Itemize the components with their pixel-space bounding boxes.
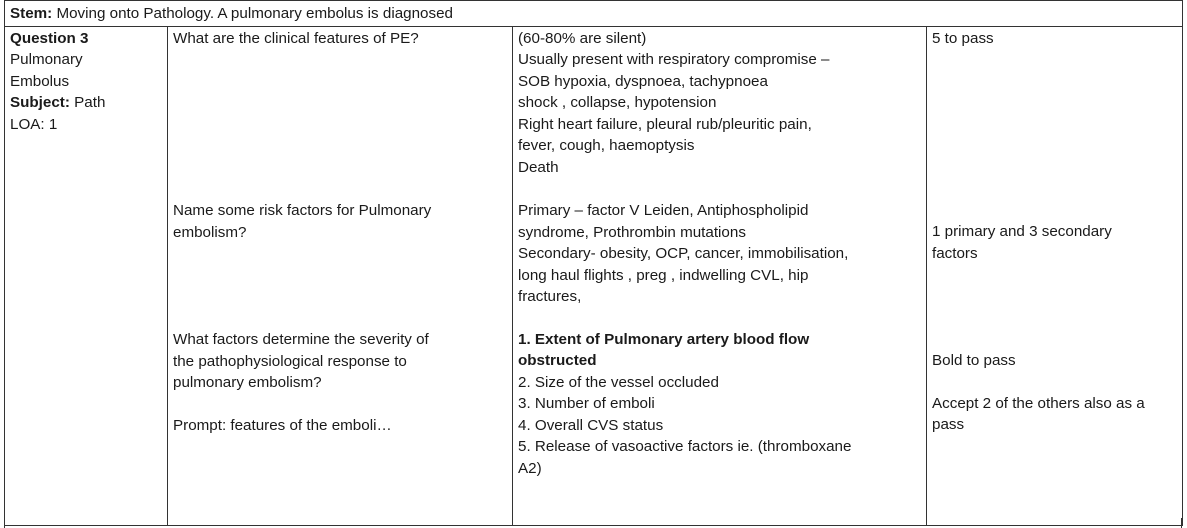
q3-question: What factors determine the severity of t…: [173, 329, 507, 394]
stem-cell: Stem: Moving onto Pathology. A pulmonary…: [3, 0, 1184, 27]
q2-answer-line-1: Primary – factor V Leiden, Antiphospholi…: [518, 202, 809, 219]
exam-table: Stem: Moving onto Pathology. A pulmonary…: [3, 0, 1184, 526]
q2-question-line-2: embolism?: [173, 223, 247, 241]
q1-answer-line-7: Death: [518, 158, 559, 176]
q1-pass: 5 to pass: [932, 29, 994, 47]
q3-answer-line-6: A2): [518, 459, 542, 477]
meta-cell: Question 3 Pulmonary Embolus Subject: Pa…: [4, 25, 168, 526]
q1-question: What are the clinical features of PE?: [173, 29, 419, 47]
q1-answer: (60-80% are silent) Usually present with…: [518, 28, 921, 179]
q3-answer-bold-line-2: obstructed: [518, 352, 597, 369]
pass-criteria-cell: 5 to pass 1 primary and 3 secondary fact…: [925, 25, 1184, 526]
q3-answer-line-4: 4. Overall CVS status: [518, 416, 664, 434]
q2-answer-line-5: fractures,: [518, 288, 582, 305]
q3-answer-line-2: 2. Size of the vessel occluded: [518, 373, 719, 391]
stem-text: Moving onto Pathology. A pulmonary embol…: [56, 5, 453, 22]
q2-answer-line-2: syndrome, Prothrombin mutations: [518, 223, 746, 241]
next-row-edge: [4, 518, 1182, 528]
q2-answer: Primary – factor V Leiden, Antiphospholi…: [518, 200, 921, 308]
q3-answer-line-5: 5. Release of vasoactive factors ie. (th…: [518, 438, 852, 455]
question-number: Question 3: [10, 29, 89, 47]
topic-line-2: Embolus: [10, 72, 70, 90]
q3-pass-line-3: pass: [932, 416, 965, 433]
q3-question-line-1: What factors determine the severity of: [173, 331, 429, 348]
q3-pass-2: Accept 2 of the others also as a pass: [932, 393, 1177, 436]
q3-question-line-3: pulmonary embolism?: [173, 374, 322, 391]
q1-answer-line-6: fever, cough, haemoptysis: [518, 137, 695, 154]
q3-answer: 1. Extent of Pulmonary artery blood flow…: [518, 329, 921, 480]
q3-pass-line-2: Accept 2 of the others also as a: [932, 394, 1145, 412]
q2-pass-line-1: 1 primary and 3 secondary: [932, 223, 1112, 240]
q3-prompt: Prompt: features of the emboli…: [173, 416, 392, 434]
subject-label: Subject:: [10, 94, 70, 111]
q3-answer-bold-line-1: 1. Extent of Pulmonary artery blood flow: [518, 330, 810, 348]
q3-pass-line-1: Bold to pass: [932, 352, 1016, 369]
q1-answer-line-3: SOB hypoxia, dyspnoea, tachypnoea: [518, 72, 768, 90]
topic-line-1: Pulmonary: [10, 51, 83, 68]
stem-label: Stem:: [10, 5, 53, 22]
stem-row: Stem: Moving onto Pathology. A pulmonary…: [3, 0, 1184, 27]
q2-question-line-1: Name some risk factors for Pulmonary: [173, 202, 432, 219]
question-row: Question 3 Pulmonary Embolus Subject: Pa…: [4, 25, 1184, 526]
q2-pass: 1 primary and 3 secondary factors: [932, 221, 1177, 264]
q2-pass-line-2: factors: [932, 244, 978, 262]
subject: Subject: Path: [10, 92, 162, 114]
questions-cell: What are the clinical features of PE? Na…: [167, 25, 513, 526]
subject-value: Path: [74, 94, 106, 111]
q2-answer-line-4: long haul flights , preg , indwelling CV…: [518, 266, 809, 284]
q3-answer-line-3: 3. Number of emboli: [518, 395, 655, 412]
answers-cell: (60-80% are silent) Usually present with…: [512, 25, 927, 526]
q2-answer-line-3: Secondary- obesity, OCP, cancer, immobil…: [518, 245, 849, 262]
q3-question-line-2: the pathophysiological response to: [173, 352, 407, 370]
q1-answer-line-2: Usually present with respiratory comprom…: [518, 51, 830, 68]
q1-answer-line-1: (60-80% are silent): [518, 29, 647, 47]
q1-answer-line-5: Right heart failure, pleural rub/pleurit…: [518, 115, 812, 133]
q1-answer-line-4: shock , collapse, hypotension: [518, 94, 717, 111]
q2-question: Name some risk factors for Pulmonary emb…: [173, 200, 507, 243]
loa: LOA: 1: [10, 115, 58, 133]
